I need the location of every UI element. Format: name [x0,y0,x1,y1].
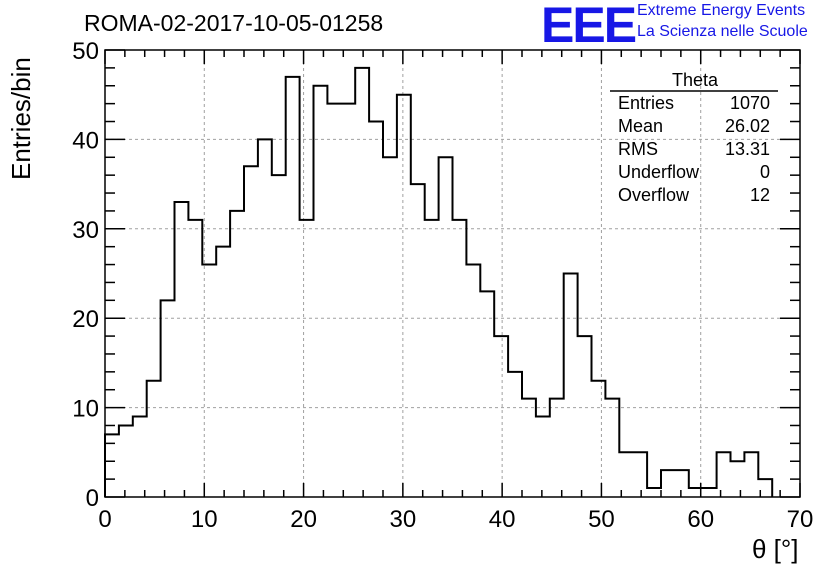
histogram-bin [355,68,369,497]
histogram-bin [731,461,745,497]
x-tick-label: 10 [191,506,218,533]
grid-lines [105,50,800,497]
histogram-bin [508,372,522,497]
histogram-bin [439,157,453,497]
histogram-bin [703,488,717,497]
histogram-bin [272,175,286,497]
stat-label: Entries [618,93,675,113]
x-tick-label: 40 [489,506,516,533]
x-tick-label: 30 [390,506,417,533]
stats-row-mean: Mean 26.02 [618,116,770,137]
y-tick-label: 20 [72,306,99,333]
y-tick-label: 40 [72,127,99,154]
tick-labels: 0 10 20 30 40 50 60 70 0 10 20 30 40 50 [72,38,813,533]
stat-value: 1070 [729,93,770,113]
histogram-bin [216,247,230,497]
stat-value: 12 [749,185,770,205]
logo-tagline-1: Extreme Energy Events [637,2,806,19]
eee-logo: EEE [541,0,637,53]
histogram-bin [480,291,494,497]
histogram-bin [188,220,202,497]
histogram-bin [453,220,467,497]
stat-value: 0 [759,162,770,182]
x-tick-label: 0 [98,506,111,533]
stats-row-rms: RMS 13.31 [618,139,770,160]
histogram-bin [175,202,189,497]
histogram-bin [230,211,244,497]
stat-value: 26.02 [724,116,770,136]
x-axis-label: θ [°] [752,534,799,564]
histogram-bin [244,166,258,497]
histogram-bin [466,265,480,497]
histogram-bin [717,452,731,497]
histogram-bin [161,300,175,497]
stat-label: Mean [618,116,664,136]
x-tick-label: 20 [290,506,317,533]
stat-label: Underflow [618,162,700,182]
histogram-bin [425,220,439,497]
histogram-bin [633,452,647,497]
histogram-bin [300,220,314,497]
histogram-bin [605,399,619,497]
stat-value: 13.31 [724,139,770,159]
histogram-bin [119,425,133,497]
histogram-bin [341,104,355,497]
histogram-bin [661,470,675,497]
histogram-bin [383,157,397,497]
x-tick-label: 60 [687,506,714,533]
chart-title: ROMA-02-2017-10-05-01258 [84,10,384,36]
stats-row-entries: Entries 1070 [618,93,770,114]
stats-row-overflow: Overflow 12 [618,185,770,206]
stats-box-title: Theta [671,70,719,90]
histogram-bin [647,488,661,497]
x-tick-label: 50 [588,506,615,533]
histogram-bin [397,95,411,497]
y-tick-label: 0 [86,485,99,512]
histogram-bin [536,417,550,497]
histogram-bin [564,274,578,498]
y-tick-label: 50 [72,38,99,65]
histogram-bin [314,86,328,497]
histogram-bin [494,336,508,497]
histogram-bin [327,104,341,497]
histogram-line [104,66,774,497]
stat-label: RMS [618,139,658,159]
histogram-bin [411,184,425,497]
histogram-bin [578,336,592,497]
plot-frame [104,49,801,498]
axis-ticks [104,49,801,498]
y-tick-label: 10 [72,396,99,423]
logo-tagline-2: La Scienza nelle Scuole [637,23,808,40]
x-tick-label: 70 [787,506,814,533]
stats-row-underflow: Underflow 0 [618,162,770,183]
histogram-bin [550,399,564,497]
histogram-bin [522,399,536,497]
stat-label: Overflow [618,185,690,205]
histogram-bin [675,470,689,497]
histogram-bin [133,417,147,497]
histogram-bin [369,122,383,497]
y-axis-label: Entries/bin [6,57,36,180]
y-tick-label: 30 [72,217,99,244]
histogram-bin [744,452,758,497]
histogram-bin [592,381,606,497]
histogram-bin [147,381,161,497]
